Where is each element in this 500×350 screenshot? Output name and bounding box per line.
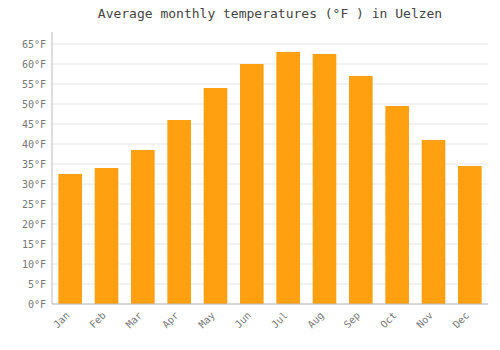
- chart: Average monthly temperatures (°F ) in Ue…: [0, 0, 500, 350]
- bar: [349, 76, 373, 304]
- y-tick-label: 45°F: [22, 119, 46, 130]
- y-tick-label: 40°F: [22, 139, 46, 150]
- x-tick-label: Jan: [51, 310, 72, 331]
- bar: [458, 166, 482, 304]
- y-tick-label: 10°F: [22, 259, 46, 270]
- y-axis-line: [52, 32, 53, 304]
- grid-line: [52, 64, 488, 65]
- bar: [313, 54, 337, 304]
- bar: [131, 150, 155, 304]
- y-tick-label: 5°F: [28, 279, 46, 290]
- bar: [58, 174, 82, 304]
- grid-line: [52, 304, 488, 305]
- bar: [385, 106, 409, 304]
- y-tick-label: 35°F: [22, 159, 46, 170]
- y-tick-label: 50°F: [22, 99, 46, 110]
- x-tick-label: Oct: [378, 310, 399, 331]
- grid-line: [52, 44, 488, 45]
- bars: [58, 52, 481, 304]
- y-tick-label: 60°F: [22, 59, 46, 70]
- grid-line: [52, 104, 488, 105]
- bar: [276, 52, 300, 304]
- bar: [204, 88, 228, 304]
- x-tick-label: Aug: [305, 310, 326, 331]
- grid-line: [52, 124, 488, 125]
- y-tick-label: 25°F: [22, 199, 46, 210]
- x-tick-label: Mar: [124, 310, 145, 331]
- y-tick-label: 0°F: [28, 299, 46, 310]
- bar: [240, 64, 264, 304]
- y-tick-label: 20°F: [22, 219, 46, 230]
- y-tick-label: 30°F: [22, 179, 46, 190]
- x-tick-label: Jul: [269, 310, 290, 331]
- bar: [167, 120, 191, 304]
- chart-container: Average monthly temperatures (°F ) in Ue…: [0, 0, 500, 350]
- grid: [52, 44, 488, 304]
- y-tick-label: 65°F: [22, 39, 46, 50]
- y-tick-label: 55°F: [22, 79, 46, 90]
- x-tick-label: Apr: [160, 310, 181, 331]
- x-tick-label: Sep: [342, 310, 363, 331]
- grid-line: [52, 84, 488, 85]
- bar: [95, 168, 119, 304]
- x-tick-label: Jun: [233, 310, 254, 331]
- x-tick-label: Dec: [451, 310, 472, 331]
- y-tick-label: 15°F: [22, 239, 46, 250]
- x-tick-label: Feb: [87, 310, 108, 331]
- x-axis-line: [52, 304, 488, 305]
- x-tick-label: Nov: [414, 310, 435, 331]
- x-tick-label: May: [196, 310, 217, 331]
- bar: [422, 140, 446, 304]
- title: Average monthly temperatures (°F ) in Ue…: [98, 6, 442, 21]
